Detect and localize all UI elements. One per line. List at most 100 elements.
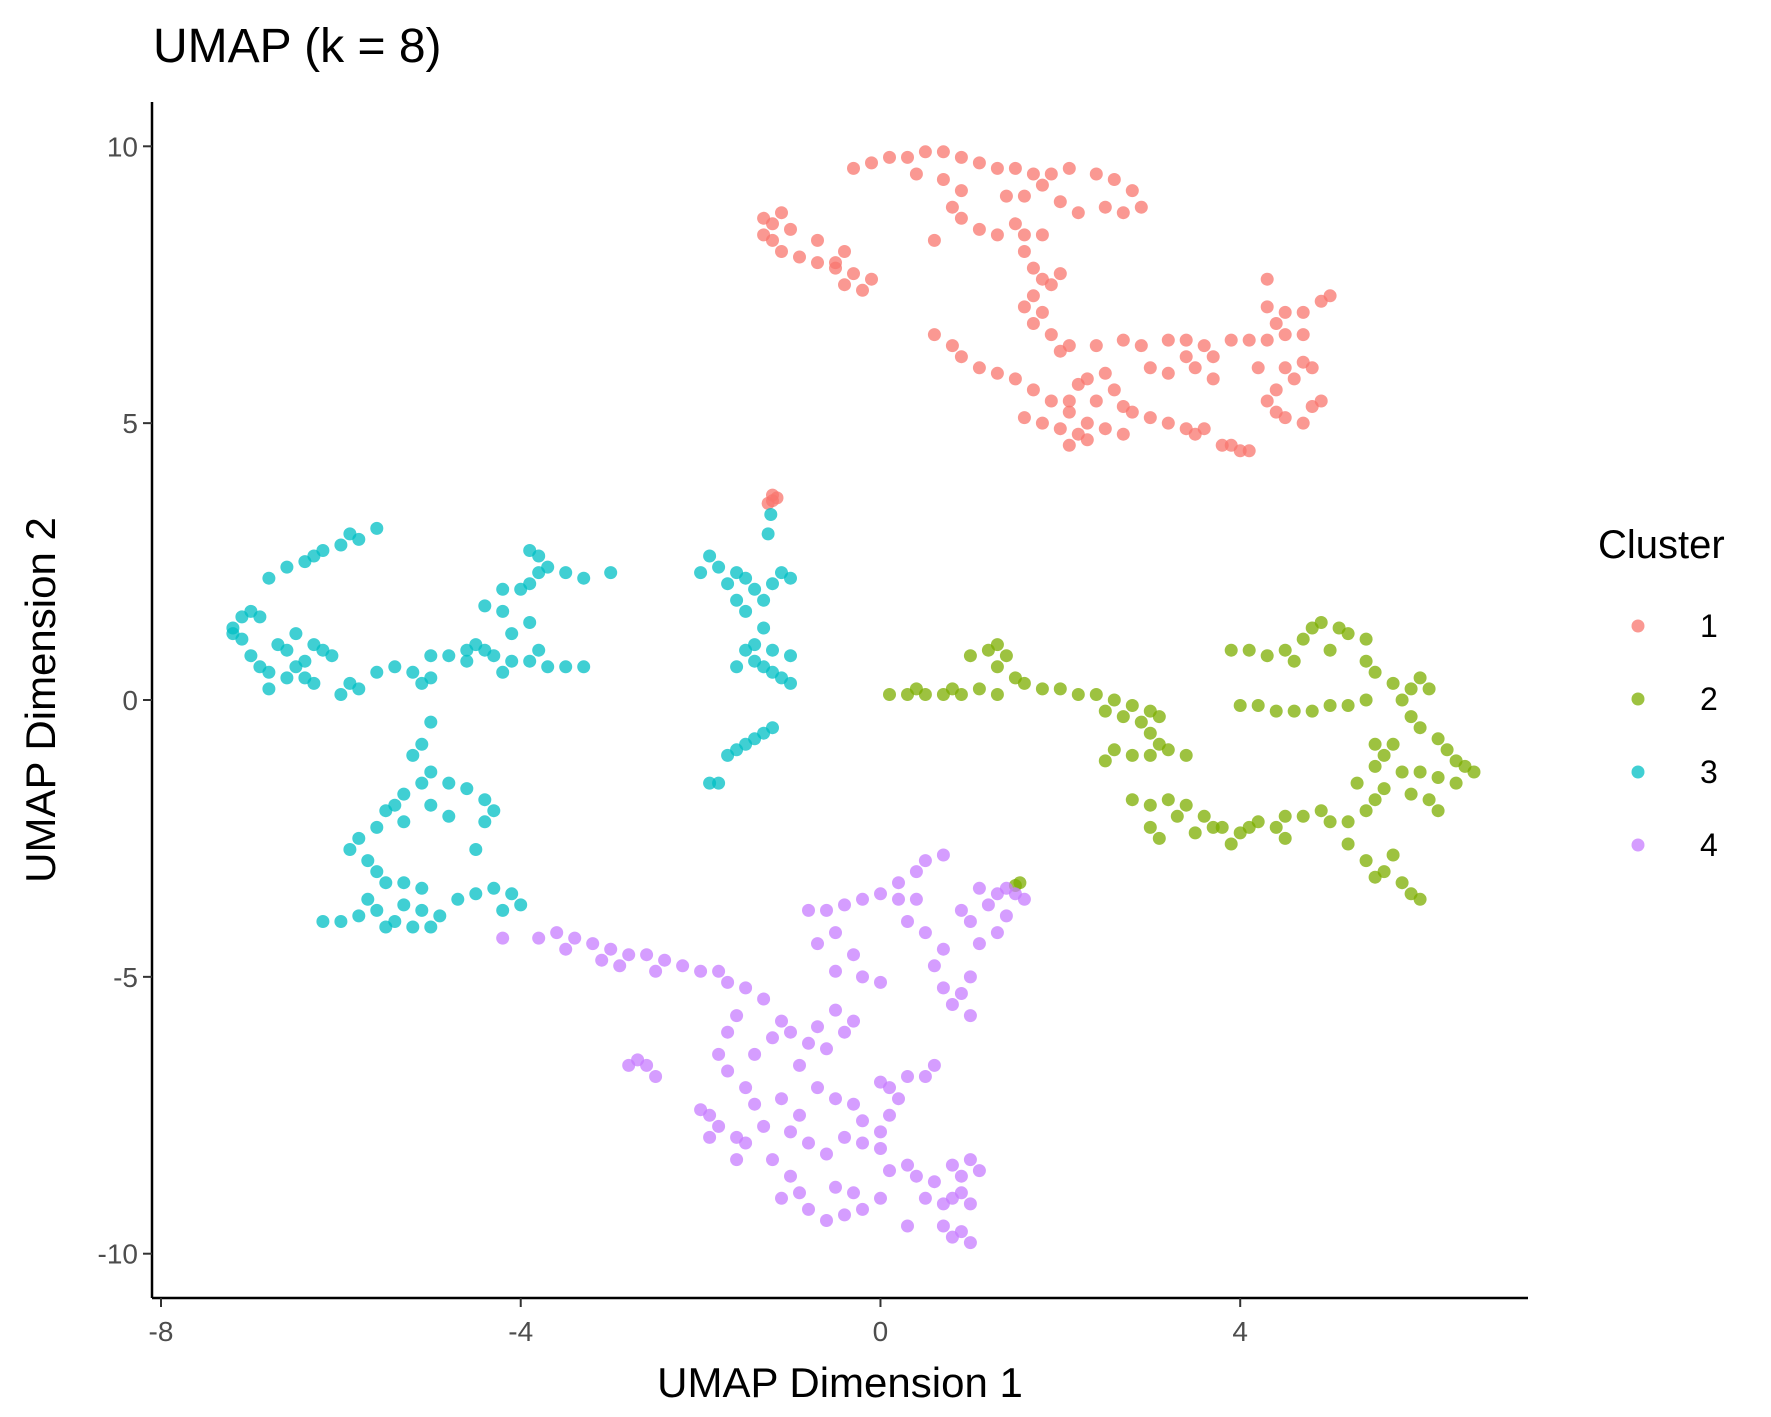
data-point-cluster-3 xyxy=(424,715,438,729)
data-point-cluster-4 xyxy=(775,1014,788,1028)
data-point-cluster-1 xyxy=(1224,333,1238,347)
data-point-cluster-4 xyxy=(712,1047,726,1061)
data-point-cluster-1 xyxy=(865,156,878,170)
data-point-cluster-2 xyxy=(1431,771,1445,784)
data-point-cluster-1 xyxy=(1161,333,1175,347)
data-point-cluster-3 xyxy=(577,571,591,585)
data-point-cluster-1 xyxy=(1035,178,1049,192)
data-point-cluster-4 xyxy=(945,1230,959,1244)
data-point-cluster-4 xyxy=(730,1009,744,1023)
data-point-cluster-3 xyxy=(379,920,393,934)
data-point-cluster-4 xyxy=(820,1147,833,1161)
data-point-cluster-1 xyxy=(1278,411,1292,425)
data-point-cluster-3 xyxy=(262,665,276,679)
data-point-cluster-3 xyxy=(334,688,348,701)
data-point-cluster-4 xyxy=(838,1130,851,1144)
data-point-cluster-4 xyxy=(820,903,833,917)
data-point-cluster-2 xyxy=(1359,854,1373,868)
data-point-cluster-1 xyxy=(1260,333,1274,347)
data-point-cluster-3 xyxy=(764,508,778,521)
data-point-cluster-4 xyxy=(892,892,905,906)
data-point-cluster-4 xyxy=(658,953,672,967)
data-point-cluster-1 xyxy=(1125,184,1139,198)
data-point-cluster-4 xyxy=(874,1125,887,1139)
data-point-cluster-3 xyxy=(469,843,483,856)
data-point-cluster-3 xyxy=(460,782,474,796)
x-tick-label: 0 xyxy=(873,1316,889,1347)
data-point-cluster-1 xyxy=(1287,372,1301,386)
data-point-cluster-1 xyxy=(1242,333,1256,347)
data-point-cluster-2 xyxy=(1413,892,1427,906)
data-point-cluster-3 xyxy=(712,560,726,574)
data-point-cluster-2 xyxy=(1413,671,1427,685)
data-point-cluster-3 xyxy=(703,549,717,563)
data-point-cluster-4 xyxy=(936,981,950,995)
data-point-cluster-1 xyxy=(909,167,923,181)
data-point-cluster-1 xyxy=(1161,366,1175,380)
chart-title: UMAP (k = 8) xyxy=(153,20,442,73)
data-point-cluster-4 xyxy=(712,1119,726,1133)
data-point-cluster-4 xyxy=(802,1136,815,1150)
data-point-cluster-4 xyxy=(838,898,851,912)
x-axis-title: UMAP Dimension 1 xyxy=(657,1359,1023,1406)
data-point-cluster-4 xyxy=(999,909,1013,923)
data-point-cluster-1 xyxy=(1206,350,1220,364)
data-point-cluster-4 xyxy=(1017,892,1031,906)
data-point-cluster-1 xyxy=(927,328,941,342)
data-point-cluster-1 xyxy=(856,283,869,297)
data-point-cluster-4 xyxy=(532,931,546,945)
data-point-cluster-4 xyxy=(694,964,708,978)
data-point-cluster-2 xyxy=(1404,787,1418,801)
data-point-cluster-4 xyxy=(927,1175,941,1189)
data-point-cluster-1 xyxy=(1125,405,1139,419)
data-point-cluster-1 xyxy=(1215,438,1229,452)
data-point-cluster-1 xyxy=(838,245,851,258)
data-point-cluster-2 xyxy=(1287,704,1301,718)
data-point-cluster-1 xyxy=(1035,305,1049,319)
data-point-cluster-3 xyxy=(496,604,510,618)
data-point-cluster-2 xyxy=(1377,782,1391,796)
data-point-cluster-1 xyxy=(1314,394,1328,408)
data-point-cluster-2 xyxy=(1314,804,1328,818)
data-point-cluster-4 xyxy=(496,931,510,945)
data-point-cluster-4 xyxy=(784,1169,797,1183)
data-point-cluster-3 xyxy=(406,665,420,679)
data-point-cluster-1 xyxy=(1260,300,1274,314)
data-point-cluster-2 xyxy=(990,660,1004,674)
data-point-cluster-2 xyxy=(1098,704,1112,718)
data-point-cluster-1 xyxy=(990,366,1004,380)
legend-key-3 xyxy=(1631,765,1645,779)
data-point-cluster-4 xyxy=(856,1136,869,1150)
data-point-cluster-3 xyxy=(361,854,375,868)
data-point-cluster-3 xyxy=(712,776,726,790)
data-point-cluster-3 xyxy=(748,582,762,596)
data-point-cluster-2 xyxy=(1143,820,1157,834)
data-point-cluster-2 xyxy=(1440,743,1454,757)
data-point-cluster-1 xyxy=(1143,411,1157,425)
data-point-cluster-4 xyxy=(892,1092,905,1106)
data-point-cluster-3 xyxy=(487,881,501,895)
data-point-cluster-1 xyxy=(1044,167,1058,181)
data-point-cluster-4 xyxy=(721,1064,735,1078)
data-point-cluster-4 xyxy=(856,892,869,906)
data-point-cluster-2 xyxy=(1368,870,1382,884)
data-point-cluster-2 xyxy=(1035,682,1049,696)
data-point-cluster-4 xyxy=(901,1219,914,1233)
data-point-cluster-2 xyxy=(1197,809,1211,823)
data-point-cluster-3 xyxy=(559,660,573,674)
data-point-cluster-1 xyxy=(1323,289,1337,303)
data-point-cluster-1 xyxy=(1026,167,1040,181)
data-point-cluster-1 xyxy=(1134,200,1148,214)
data-point-cluster-3 xyxy=(406,748,420,762)
data-point-cluster-2 xyxy=(1341,699,1355,712)
data-point-cluster-1 xyxy=(1107,173,1121,186)
data-point-cluster-2 xyxy=(1152,710,1166,724)
data-point-cluster-3 xyxy=(334,538,348,552)
data-point-cluster-1 xyxy=(1089,339,1103,353)
data-point-cluster-3 xyxy=(262,682,276,696)
data-point-cluster-4 xyxy=(918,926,932,940)
data-point-cluster-1 xyxy=(1116,333,1130,347)
data-point-cluster-3 xyxy=(523,616,537,629)
data-point-cluster-1 xyxy=(927,233,941,247)
